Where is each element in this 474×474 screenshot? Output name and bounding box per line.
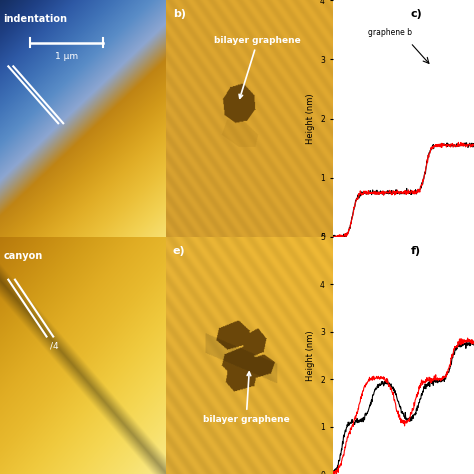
X-axis label: Leng: Leng [393, 255, 414, 264]
Text: e): e) [173, 246, 186, 256]
Text: canyon: canyon [3, 251, 43, 261]
Text: bilayer graphene: bilayer graphene [203, 372, 290, 424]
Text: c): c) [410, 9, 422, 19]
Text: /4: /4 [50, 341, 58, 350]
Y-axis label: Height (nm): Height (nm) [306, 330, 315, 381]
Text: 1 μm: 1 μm [55, 52, 78, 61]
Text: b): b) [173, 9, 186, 19]
Text: bilayer graphene: bilayer graphene [214, 36, 301, 98]
Text: indentation: indentation [3, 14, 67, 24]
Text: f): f) [410, 246, 420, 256]
Y-axis label: Height (nm): Height (nm) [306, 93, 315, 144]
Text: graphene b: graphene b [368, 28, 412, 37]
